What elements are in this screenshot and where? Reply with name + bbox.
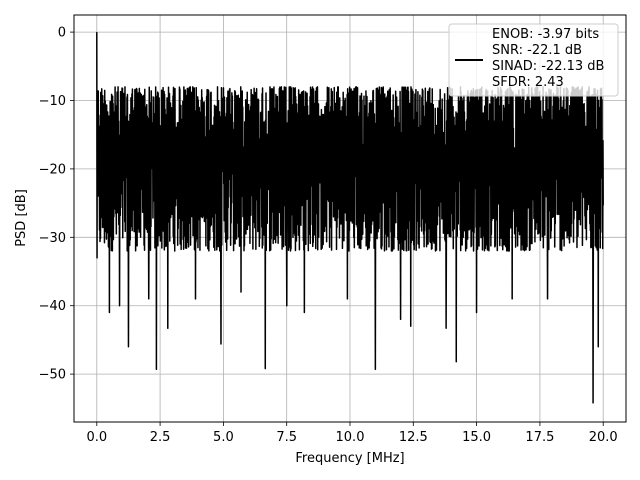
legend-sfdr: SFDR: 2.43: [492, 75, 564, 90]
y-tick-label: 0: [58, 26, 66, 41]
legend-sinad: SINAD: -22.13 dB: [492, 59, 604, 74]
y-tick-label: −40: [39, 299, 66, 314]
x-tick-label: 15.0: [462, 430, 491, 445]
psd-line-series: [96, 32, 604, 404]
x-tick-label: 5.0: [213, 430, 234, 445]
x-tick-label: 10.0: [336, 430, 365, 445]
x-axis-label: Frequency [MHz]: [295, 451, 404, 466]
x-tick-label: 2.5: [150, 430, 171, 445]
psd-line: [96, 32, 604, 404]
x-tick-label: 7.5: [276, 430, 297, 445]
legend-enob: ENOB: -3.97 bits: [492, 27, 599, 42]
legend-snr: SNR: -22.1 dB: [492, 43, 582, 58]
x-tick-label: 17.5: [525, 430, 554, 445]
y-tick-label: −10: [39, 94, 66, 109]
legend-box: [448, 23, 619, 97]
legend: ENOB: -3.97 bits SNR: -22.1 dB SINAD: -2…: [448, 23, 619, 97]
y-axis-label: PSD [dB]: [14, 189, 29, 247]
x-tick-label: 12.5: [399, 430, 428, 445]
ticks: 0.0 2.5 5.0 7.5 10.0 12.5 15.0 17.5 20.0 0 −10 −20 −…: [39, 26, 618, 445]
y-tick-label: −50: [39, 368, 66, 383]
x-tick-label: 20.0: [589, 430, 618, 445]
x-tick-label: 0.0: [86, 430, 107, 445]
y-tick-label: −20: [39, 162, 66, 177]
y-tick-label: −30: [39, 231, 66, 246]
